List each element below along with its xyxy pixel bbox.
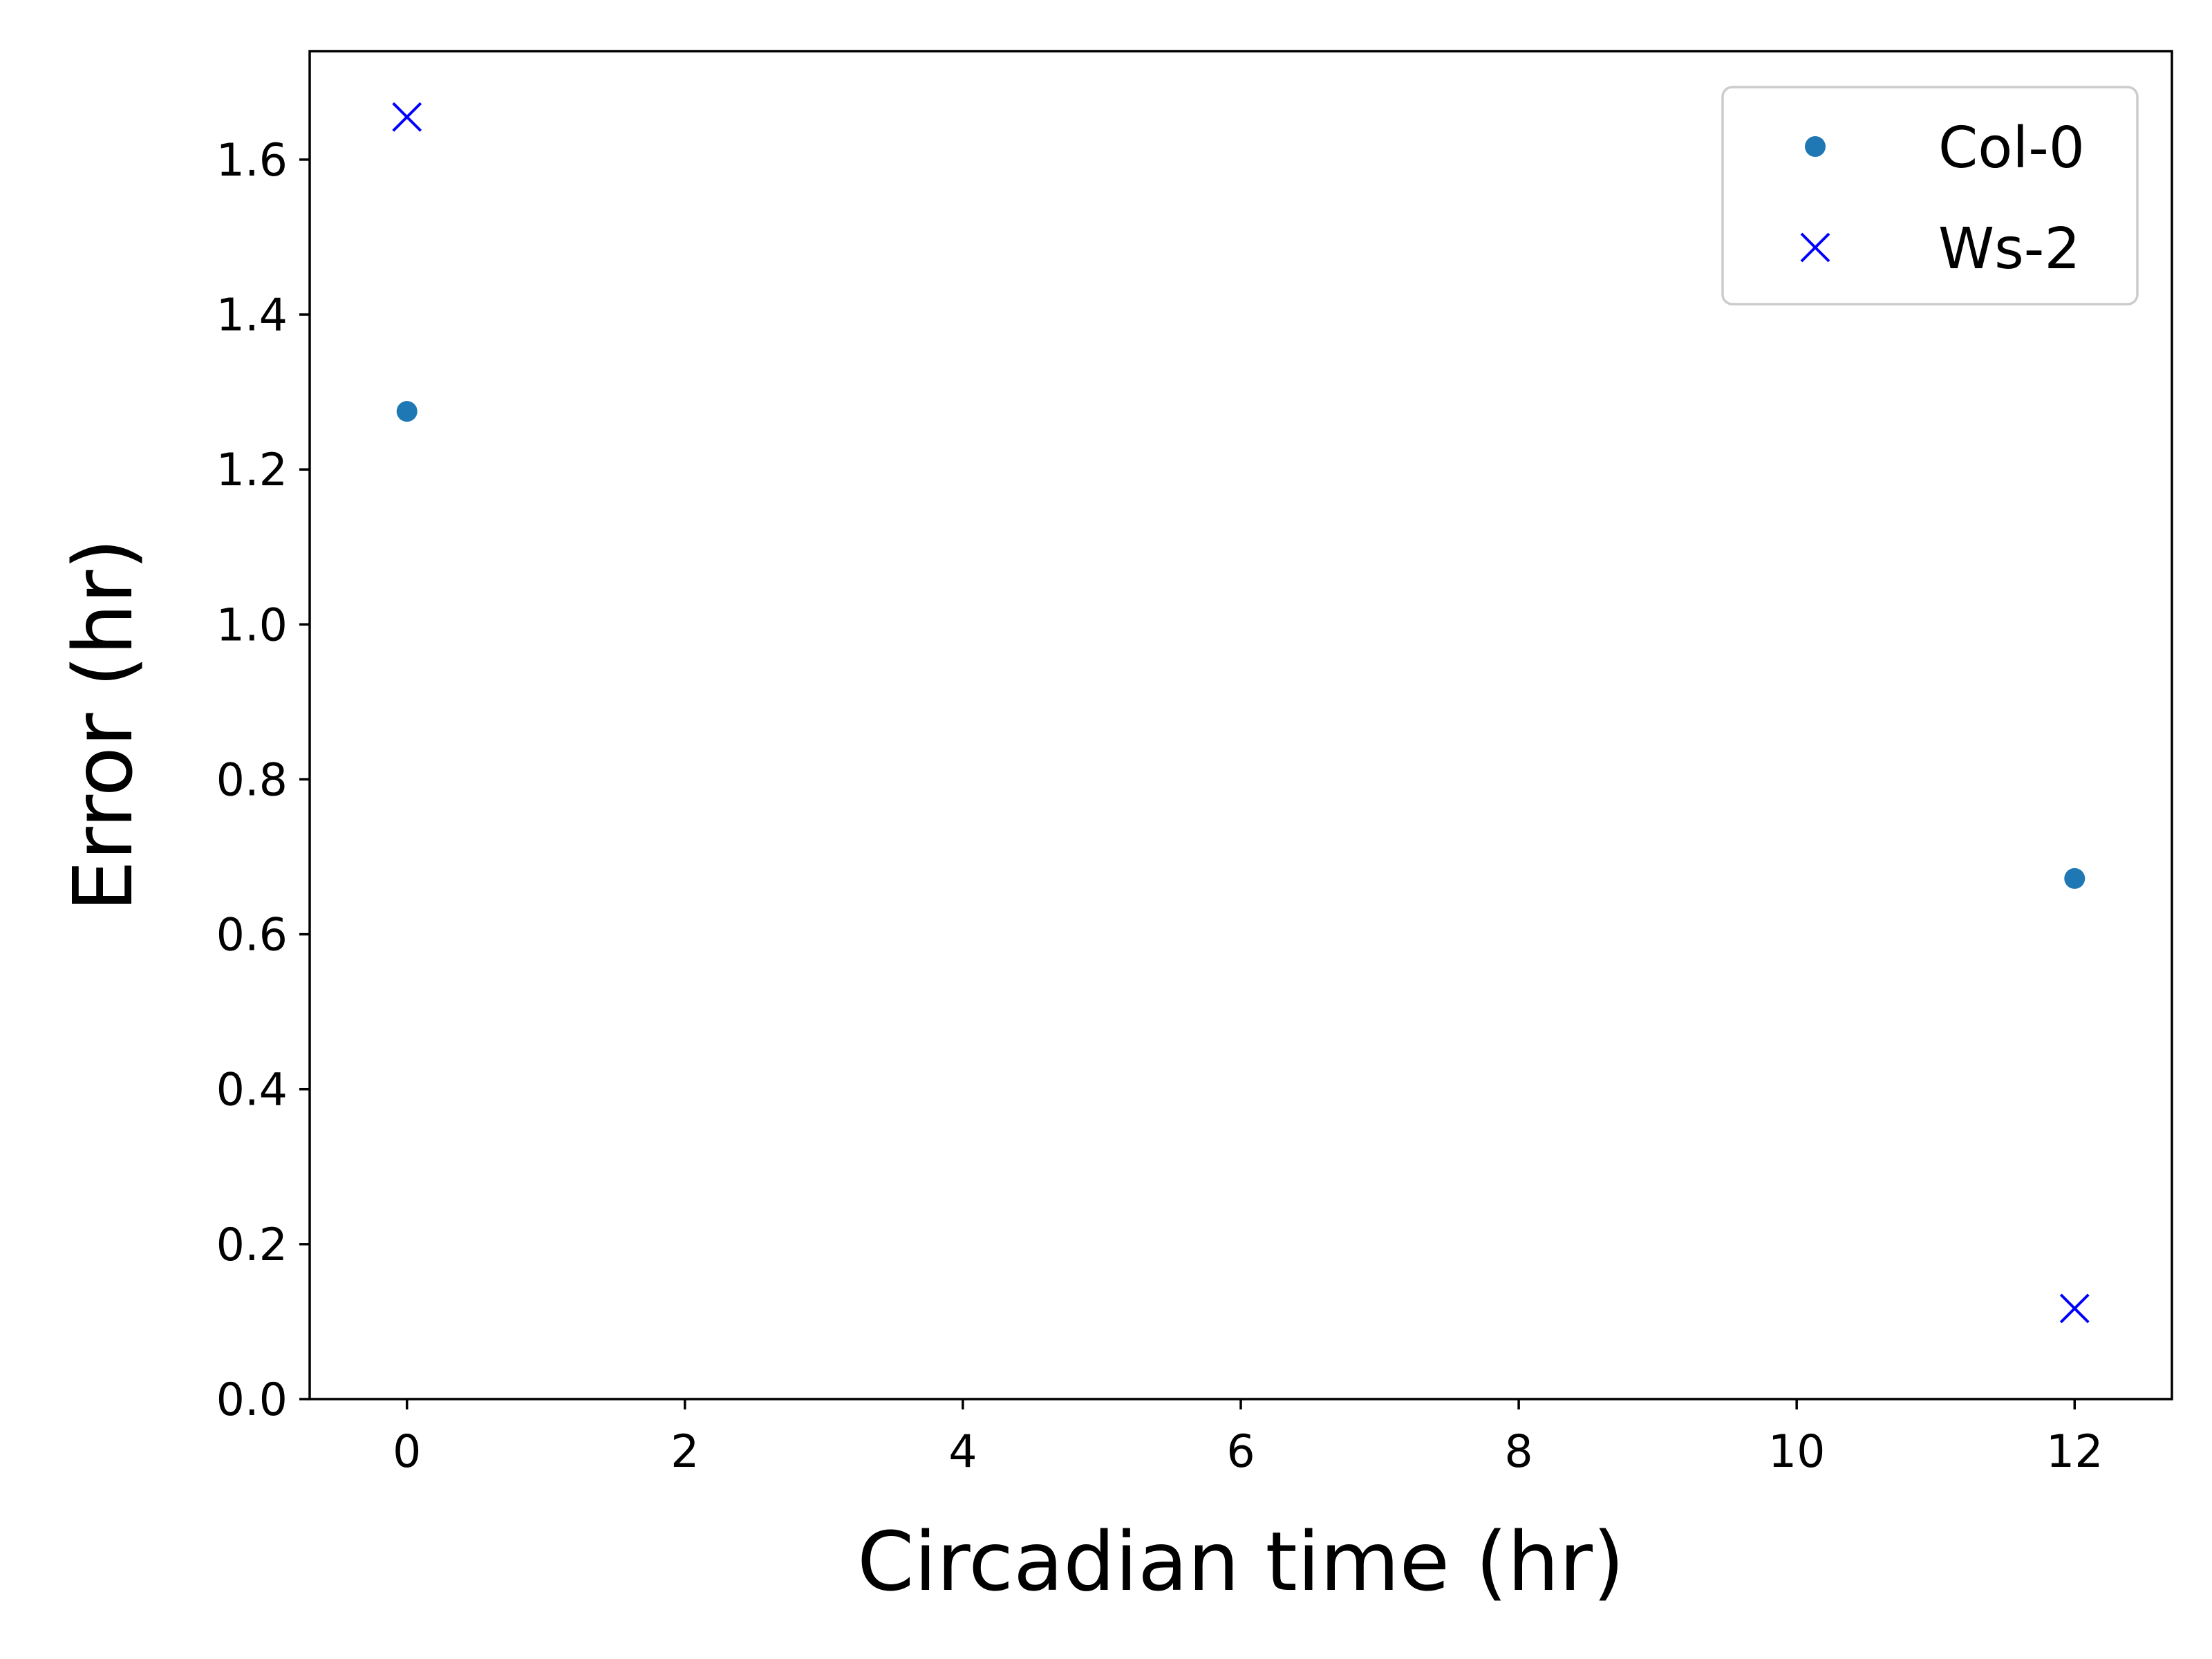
x-tick-label: 0 <box>393 1426 421 1478</box>
legend-label-col-0: Col-0 <box>1938 115 2085 181</box>
legend-marker-col-0 <box>1805 136 1826 157</box>
x-tick-label: 8 <box>1504 1426 1533 1478</box>
legend-label-ws-2: Ws-2 <box>1938 216 2081 282</box>
y-axis-ticks: 0.0 0.2 0.4 0.6 0.8 1.0 1.2 1.4 1.6 <box>216 135 310 1426</box>
legend-marker-ws-2 <box>1800 232 1830 263</box>
point-col-0 <box>2064 868 2086 889</box>
y-axis-title: Error (hr) <box>55 538 151 912</box>
x-axis-title: Circadian time (hr) <box>857 1514 1624 1609</box>
y-tick-label: 0.6 <box>216 910 288 962</box>
y-tick-label: 0.2 <box>216 1219 288 1271</box>
x-tick-label: 12 <box>2046 1426 2103 1478</box>
data-points <box>392 102 2090 1324</box>
y-tick-label: 0.8 <box>216 754 288 806</box>
y-tick-label: 1.2 <box>216 444 288 496</box>
point-ws-2 <box>2059 1293 2090 1324</box>
y-tick-label: 1.0 <box>216 599 288 651</box>
y-tick-label: 1.6 <box>216 135 288 187</box>
point-ws-2 <box>392 102 422 132</box>
y-tick-label: 0.4 <box>216 1065 288 1116</box>
y-tick-label: 0.0 <box>216 1374 288 1426</box>
x-axis-ticks: 0 2 4 6 8 10 12 <box>393 1399 2103 1478</box>
y-tick-label: 1.4 <box>216 290 288 341</box>
legend-box <box>1721 86 2139 306</box>
x-tick-label: 6 <box>1226 1426 1255 1478</box>
x-tick-label: 4 <box>948 1426 977 1478</box>
x-tick-label: 10 <box>1768 1426 1826 1478</box>
x-tick-label: 2 <box>671 1426 699 1478</box>
point-col-0 <box>396 401 418 422</box>
legend: Col-0 Ws-2 <box>1721 86 2139 306</box>
